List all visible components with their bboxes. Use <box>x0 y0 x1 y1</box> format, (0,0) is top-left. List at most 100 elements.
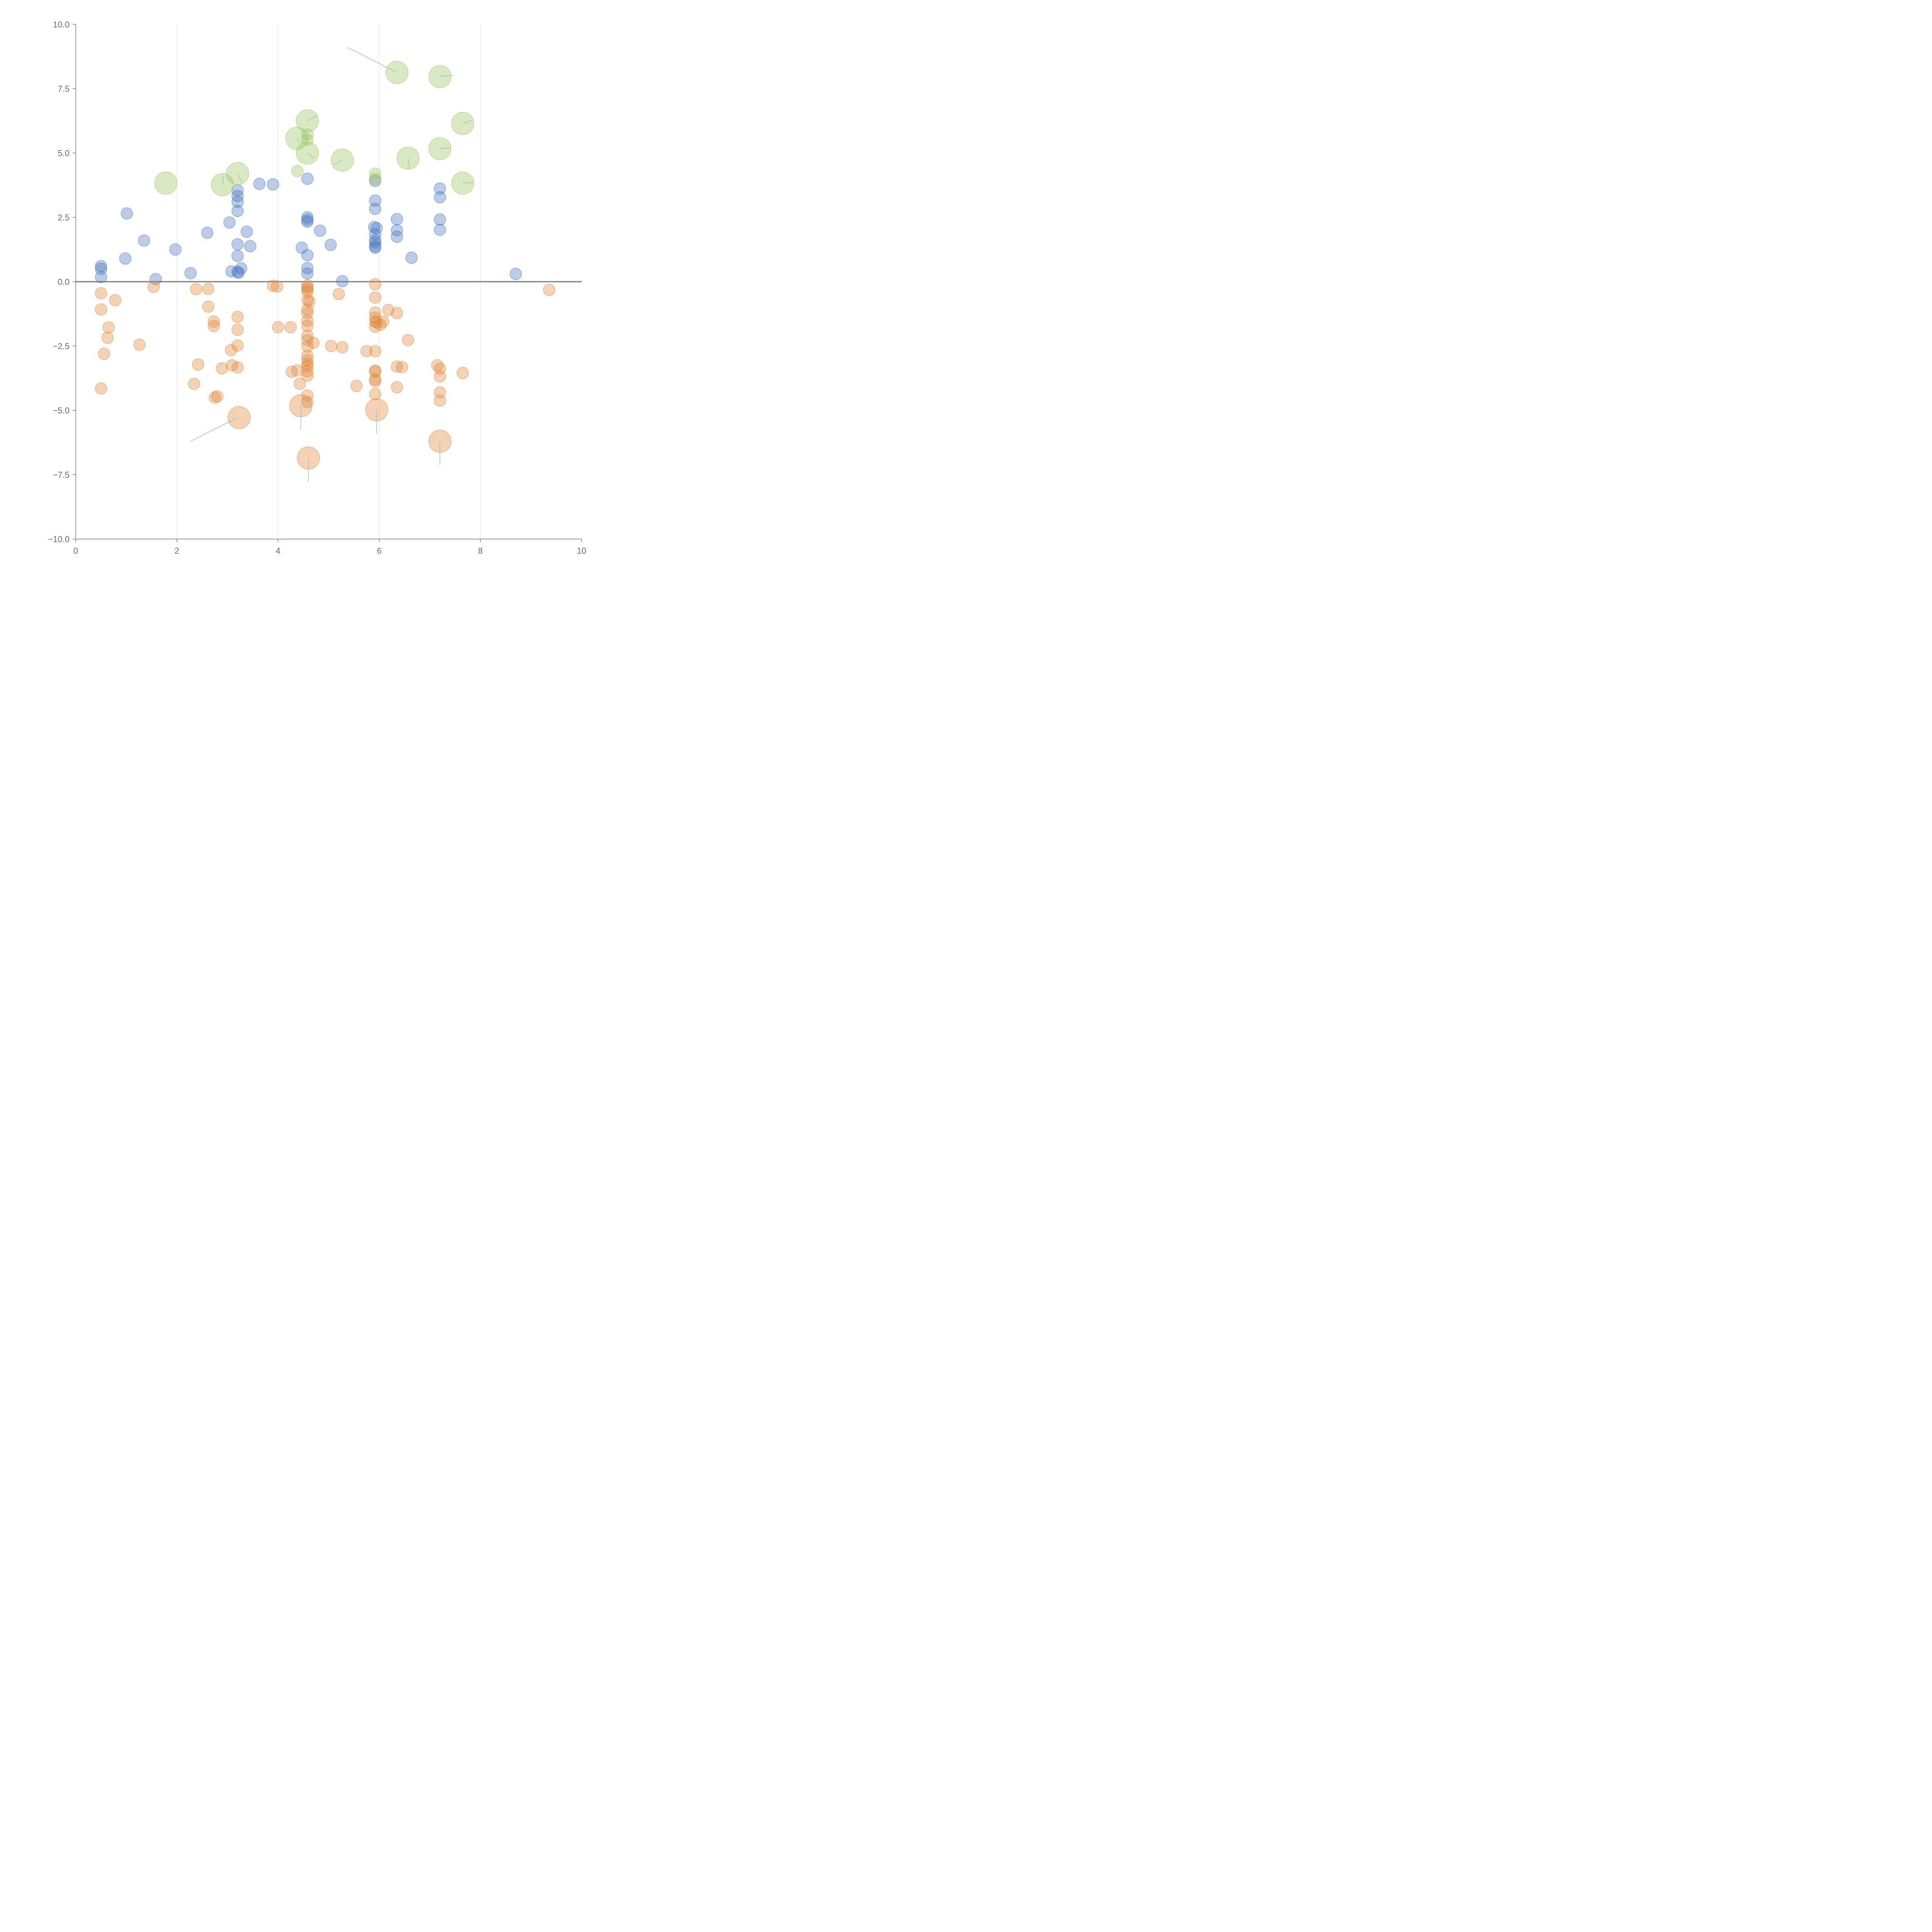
orange-point <box>336 341 349 354</box>
annotation-leader-line <box>307 153 315 158</box>
blue-point <box>169 243 182 256</box>
orange-point <box>301 365 314 378</box>
orange-point <box>301 334 314 346</box>
green-point <box>369 167 381 180</box>
orange-point <box>188 378 201 390</box>
blue-point <box>434 191 446 204</box>
blue-point <box>434 213 446 226</box>
orange-point <box>301 294 314 306</box>
blue-point <box>371 222 383 235</box>
blue-point <box>510 268 522 280</box>
blue-point <box>231 250 244 262</box>
orange-point <box>95 287 107 299</box>
orange-point <box>211 390 224 403</box>
orange-point <box>101 332 114 344</box>
blue-point <box>301 267 314 280</box>
blue-point <box>301 249 314 262</box>
orange-point <box>369 291 381 304</box>
y-tick-label: −10.0 <box>48 534 70 544</box>
annotation-leader-line <box>222 176 224 185</box>
blue-point <box>231 265 244 278</box>
orange-point <box>216 362 228 375</box>
orange-point <box>434 394 446 407</box>
y-tick-label: −5.0 <box>53 406 70 415</box>
orange-point <box>207 320 220 332</box>
blue-point <box>434 182 446 195</box>
green-point <box>291 165 304 177</box>
x-tick-label: 0 <box>73 546 78 556</box>
y-tick-label: −7.5 <box>53 470 70 480</box>
y-tick-label: 5.0 <box>58 148 70 158</box>
orange-point <box>301 369 314 382</box>
x-tick-label: 10 <box>577 546 586 556</box>
orange-point <box>192 358 204 371</box>
blue-point <box>391 224 403 236</box>
y-tick-label: −2.5 <box>53 342 70 351</box>
y-tick-label: 2.5 <box>58 213 70 223</box>
blue-point <box>391 230 403 243</box>
orange-point <box>231 323 244 336</box>
green-point <box>154 172 177 195</box>
orange-point <box>133 338 146 351</box>
blue-point <box>391 213 403 225</box>
orange-point <box>543 284 555 296</box>
annotation-leader-line <box>440 75 453 77</box>
blue-point <box>95 260 107 272</box>
annotation-leaders <box>190 47 473 482</box>
blue-point <box>201 226 214 239</box>
annotation-leader-line <box>440 147 451 149</box>
orange-point <box>301 320 314 332</box>
orange-point <box>369 375 381 388</box>
blue-point <box>405 252 418 264</box>
green-point <box>385 61 408 84</box>
blue-point <box>231 238 244 251</box>
orange-point <box>456 367 469 379</box>
blue-point <box>301 216 314 228</box>
orange-point <box>225 344 237 356</box>
blue-point <box>336 275 349 287</box>
annotation-leader-line <box>296 138 300 145</box>
y-tick-label: 0.0 <box>58 277 70 287</box>
orange-point <box>325 340 337 352</box>
orange-point <box>301 389 314 402</box>
orange-point <box>369 388 381 400</box>
orange-point <box>301 340 314 353</box>
orange-point <box>391 307 403 320</box>
blue-point <box>369 202 381 215</box>
chart-canvas: 0 2 4 6 8 10 10.0 7.5 5.0 2.5 0.0 −2.5 −5.0 −7.5 −10.0 <box>48 20 586 556</box>
orange-point <box>301 330 314 342</box>
orange-point <box>307 337 320 349</box>
blue-point <box>301 262 314 274</box>
axes: 0 2 4 6 8 10 10.0 7.5 5.0 2.5 0.0 −2.5 −5.0 −7.5 −10.0 <box>48 20 586 556</box>
orange-point <box>147 281 160 293</box>
orange-point <box>271 280 283 293</box>
orange-point <box>301 354 314 366</box>
blue-point <box>231 196 244 208</box>
annotation-leader-line <box>190 417 238 442</box>
blue-point <box>223 216 236 229</box>
orange-point <box>228 406 251 429</box>
green-point <box>301 133 314 146</box>
x-tick-label: 8 <box>478 546 483 556</box>
orange-point <box>369 278 381 291</box>
blue-point <box>253 178 265 190</box>
orange-point <box>190 283 202 296</box>
y-tick-label: 7.5 <box>58 84 70 94</box>
orange-point <box>396 361 408 373</box>
scatter-chart: 0 2 4 6 8 10 10.0 7.5 5.0 2.5 0.0 −2.5 −5.0 −7.5 −10.0 <box>0 0 600 600</box>
orange-point <box>303 295 316 308</box>
annotation-leader-line <box>347 47 396 72</box>
annotation-leader-line <box>307 115 318 121</box>
blue-point <box>95 271 107 283</box>
annotation-leader-line <box>333 160 343 165</box>
blue-point <box>138 234 150 247</box>
blue-point <box>369 236 381 249</box>
orange-point <box>267 279 279 292</box>
blue-point <box>235 262 247 275</box>
orange-point <box>231 361 244 374</box>
orange-point <box>350 379 363 392</box>
orange-point <box>369 345 381 357</box>
orange-point <box>207 315 220 328</box>
blue-point <box>267 178 279 191</box>
blue-point <box>324 239 337 251</box>
